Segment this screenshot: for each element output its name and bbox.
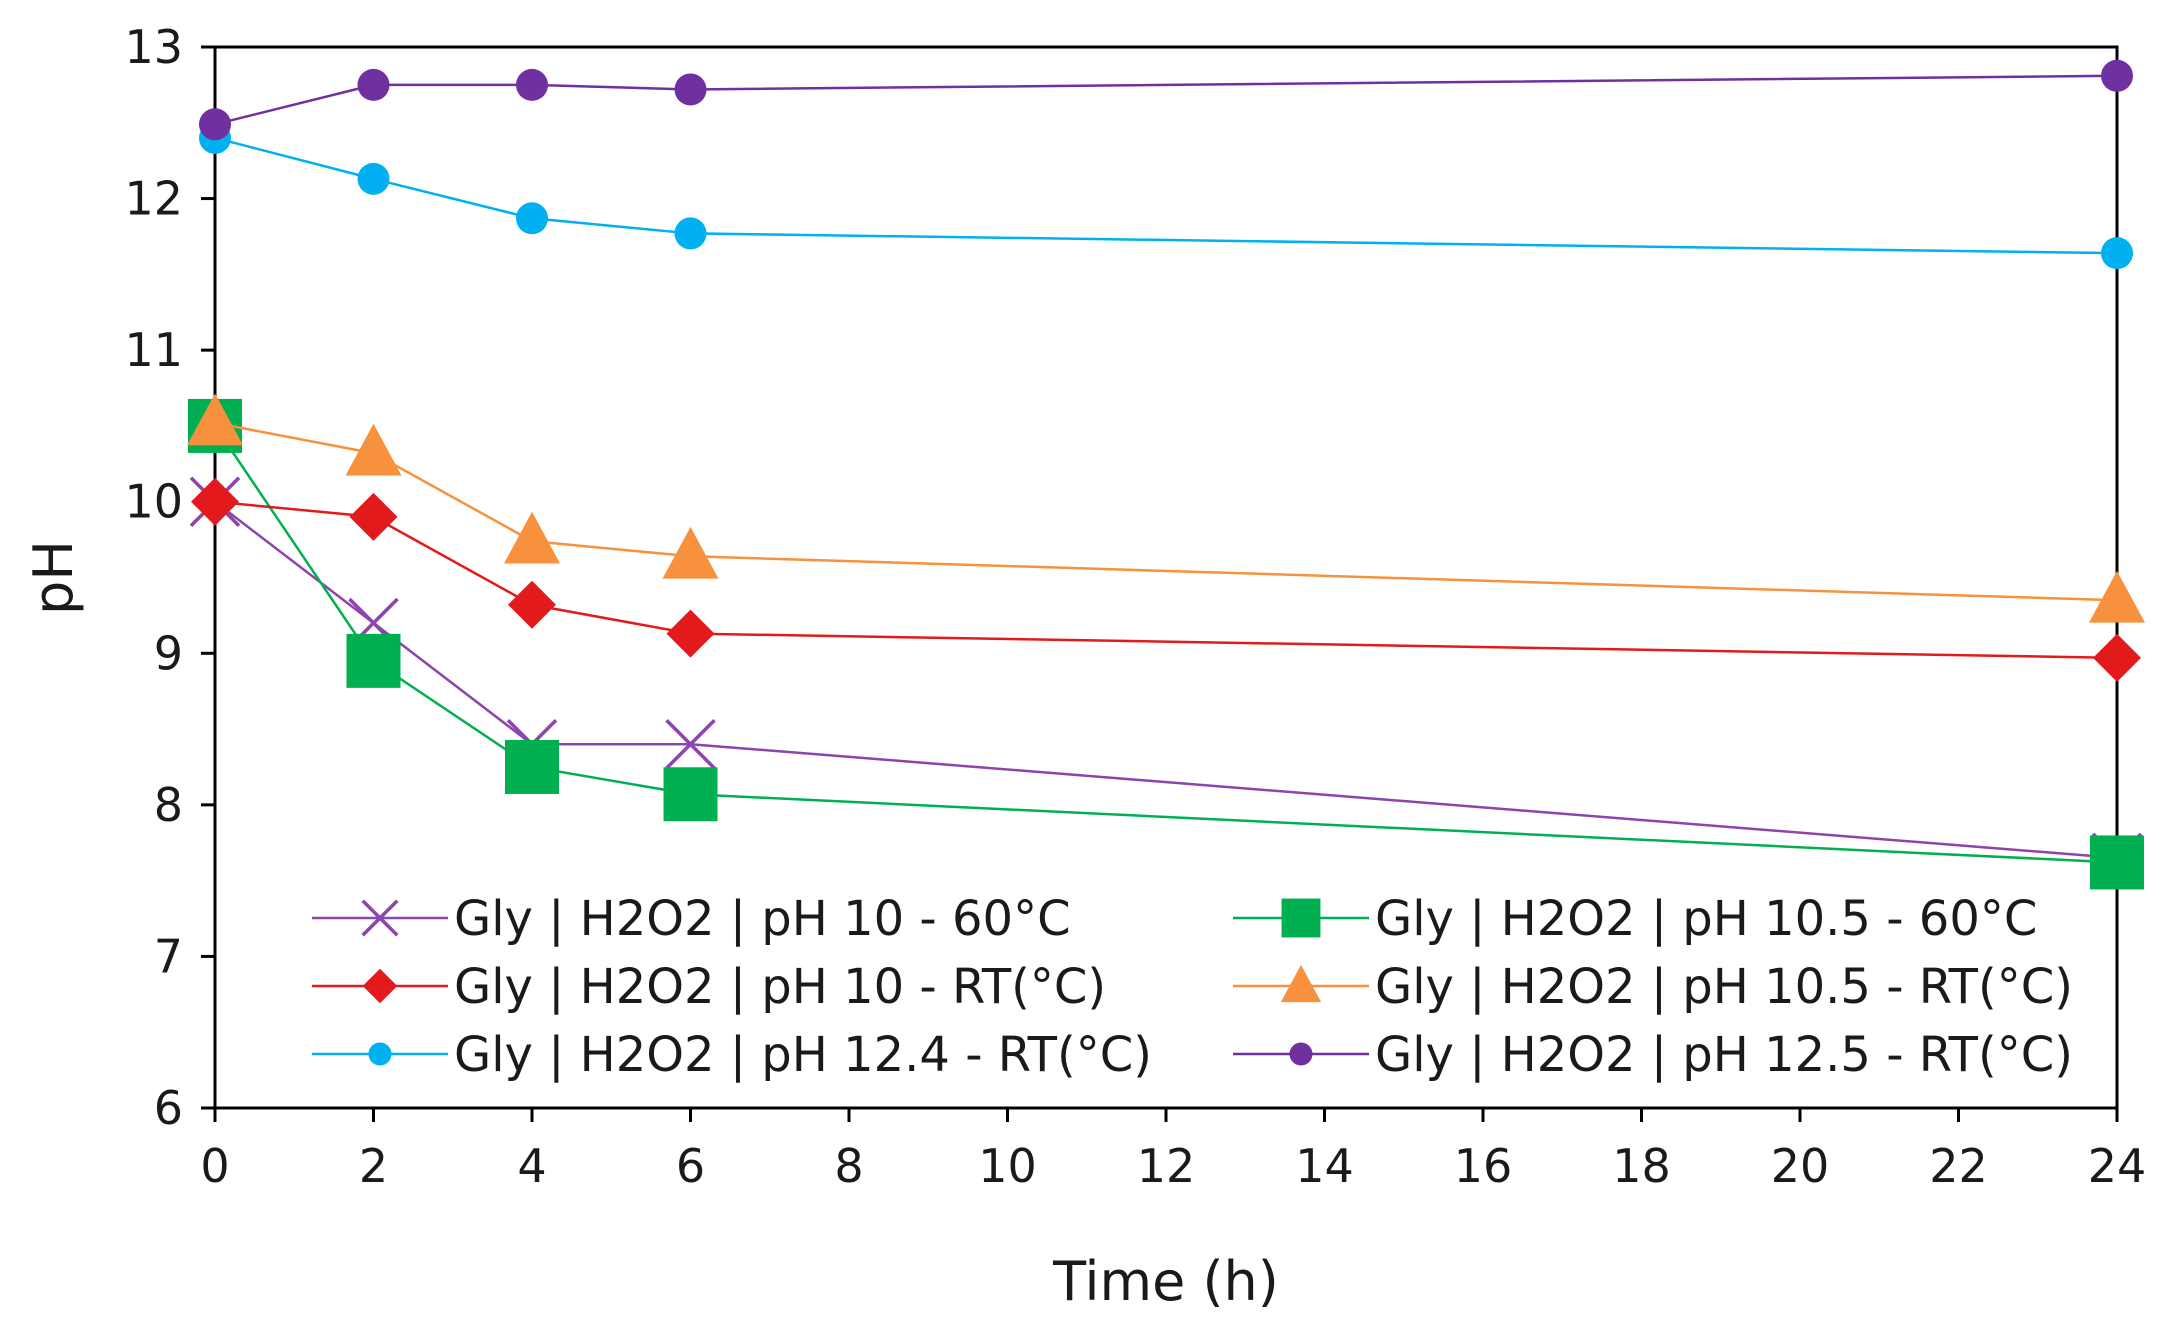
series-5 xyxy=(199,121,2133,270)
legend-marker-6 xyxy=(1289,1042,1313,1066)
series-6 xyxy=(199,59,2133,141)
legend-marker-5 xyxy=(368,1042,392,1066)
series-6-point-4 xyxy=(674,73,707,106)
series-2-point-5 xyxy=(2090,835,2144,890)
legend-marker-3 xyxy=(362,968,398,1004)
series-6-point-2 xyxy=(357,68,390,101)
series-6-point-3 xyxy=(516,68,548,101)
legend-item-6: Gly | H2O2 | pH 12.5 - RT(°C) xyxy=(1233,1027,2073,1083)
y-tick-label-11: 11 xyxy=(124,323,183,377)
y-tick-label-10: 10 xyxy=(124,475,183,529)
legend-marker-4 xyxy=(1280,964,1322,1003)
series-6-point-1 xyxy=(199,108,231,141)
x-tick-label-14: 14 xyxy=(1295,1139,1354,1193)
plot-frame xyxy=(213,45,2119,1110)
series-5-point-5 xyxy=(2101,237,2133,270)
series-2-line xyxy=(213,425,2118,864)
legend-item-4: Gly | H2O2 | pH 10.5 - RT(°C) xyxy=(1233,959,2073,1015)
legend-label-3: Gly | H2O2 | pH 10 - RT(°C) xyxy=(454,959,1106,1015)
legend-marker-2 xyxy=(1281,898,1321,938)
series-5-line xyxy=(214,136,2118,255)
legend-label-5: Gly | H2O2 | pH 12.4 - RT(°C) xyxy=(454,1027,1152,1083)
series-4-point-2 xyxy=(345,423,402,476)
y-tick-label-9: 9 xyxy=(154,626,183,680)
series-3-point-5 xyxy=(2093,633,2141,682)
legend-item-2: Gly | H2O2 | pH 10.5 - 60°C xyxy=(1233,891,2037,947)
legend-label-4: Gly | H2O2 | pH 10.5 - RT(°C) xyxy=(1375,959,2073,1015)
legend-item-1: Gly | H2O2 | pH 10 - 60°C xyxy=(312,891,1071,947)
series-3 xyxy=(191,477,2141,682)
x-tick-label-6: 6 xyxy=(676,1139,705,1193)
legend-label-1: Gly | H2O2 | pH 10 - 60°C xyxy=(454,891,1071,947)
series-5-point-3 xyxy=(516,202,548,235)
series-4-point-5 xyxy=(2089,570,2145,623)
x-tick-label-20: 20 xyxy=(1771,1139,1830,1193)
legend-label-2: Gly | H2O2 | pH 10.5 - 60°C xyxy=(1375,891,2037,947)
series-3-point-2 xyxy=(349,492,398,541)
series-4-point-1 xyxy=(187,393,243,446)
series-4-point-3 xyxy=(504,511,560,564)
series-6-point-5 xyxy=(2101,59,2133,92)
legend-item-3: Gly | H2O2 | pH 10 - RT(°C) xyxy=(312,959,1106,1015)
x-tick-label-18: 18 xyxy=(1612,1139,1671,1193)
series-4-line xyxy=(214,421,2118,602)
y-axis-title: pH xyxy=(22,540,85,615)
x-axis-title: Time (h) xyxy=(1052,1250,1279,1313)
x-tick-label-12: 12 xyxy=(1137,1139,1196,1193)
y-tick-label-8: 8 xyxy=(154,778,183,832)
x-tick-label-16: 16 xyxy=(1454,1139,1513,1193)
legend: Gly | H2O2 | pH 10 - 60°C Gly | H2O2 | pH… xyxy=(312,891,2073,1083)
series-1 xyxy=(189,476,2143,884)
series-1-point-4 xyxy=(665,718,716,770)
series-4-point-4 xyxy=(662,526,719,579)
x-tick-label-22: 22 xyxy=(1929,1139,1988,1193)
series-1-line xyxy=(214,500,2118,860)
x-tick-label-4: 4 xyxy=(517,1139,546,1193)
series-3-point-3 xyxy=(508,580,556,629)
series-5-point-2 xyxy=(357,162,390,195)
series-group xyxy=(187,59,2145,890)
series-2-point-3 xyxy=(505,739,559,794)
legend-label-6: Gly | H2O2 | pH 12.5 - RT(°C) xyxy=(1375,1027,2073,1083)
y-tick-label-7: 7 xyxy=(154,929,183,983)
x-tick-label-2: 2 xyxy=(359,1139,388,1193)
y-tick-label-6: 6 xyxy=(154,1081,183,1135)
y-tick-label-13: 13 xyxy=(124,20,183,74)
x-tick-label-8: 8 xyxy=(834,1139,863,1193)
series-4 xyxy=(187,393,2145,623)
x-tick-label-0: 0 xyxy=(200,1139,229,1193)
series-2 xyxy=(188,398,2144,890)
y-tick-label-12: 12 xyxy=(124,172,183,226)
series-3-point-4 xyxy=(666,609,715,658)
x-tick-label-10: 10 xyxy=(978,1139,1037,1193)
x-tick-label-24: 24 xyxy=(2088,1139,2147,1193)
series-2-point-4 xyxy=(663,767,718,822)
series-2-point-2 xyxy=(346,633,401,688)
series-5-point-4 xyxy=(674,217,707,250)
series-3-point-1 xyxy=(191,477,239,526)
legend-marker-1 xyxy=(361,899,399,937)
series-3-line xyxy=(214,500,2118,660)
series-6-line xyxy=(214,74,2118,126)
legend-item-5: Gly | H2O2 | pH 12.4 - RT(°C) xyxy=(312,1027,1152,1083)
